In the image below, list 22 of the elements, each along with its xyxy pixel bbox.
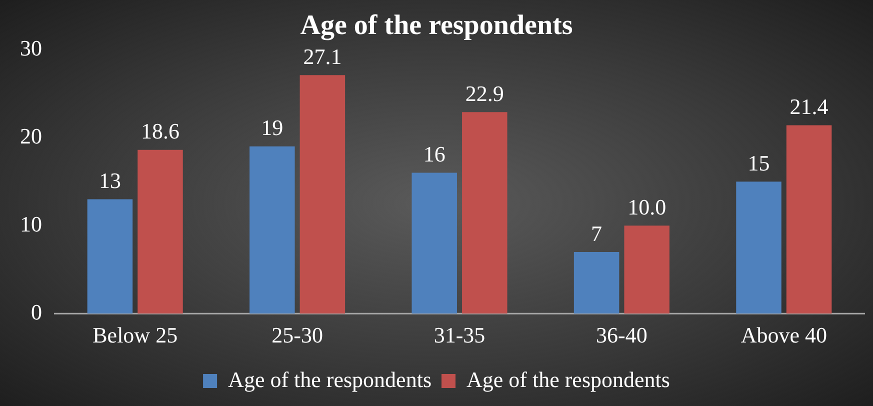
y-tick-label: 0 <box>31 299 42 324</box>
x-tick-label: Above 40 <box>740 322 827 348</box>
data-label: 21.4 <box>790 94 828 120</box>
y-tick-label: 30 <box>20 35 42 60</box>
data-label: 7 <box>591 220 602 246</box>
data-label: 27.1 <box>303 44 342 69</box>
legend-label: Age of the respondents <box>466 366 670 392</box>
y-tick-label: 20 <box>20 123 42 148</box>
data-label: 15 <box>748 150 770 176</box>
data-label: 10.0 <box>628 194 666 220</box>
data-label: 13 <box>98 168 121 193</box>
x-tick-label: 36-40 <box>596 322 648 348</box>
data-label: 16 <box>423 142 446 167</box>
data-label: 19 <box>261 115 284 140</box>
x-tick-label: Below 25 <box>92 322 178 348</box>
x-tick-label: 31-35 <box>434 322 486 348</box>
data-label: 18.6 <box>140 118 180 144</box>
chart-title: Age of the respondents <box>300 10 573 42</box>
x-tick-label: 25-30 <box>272 322 323 348</box>
y-tick-label: 10 <box>20 211 42 236</box>
legend-label: Age of the respondents <box>228 366 432 392</box>
data-label: 22.9 <box>465 80 504 106</box>
